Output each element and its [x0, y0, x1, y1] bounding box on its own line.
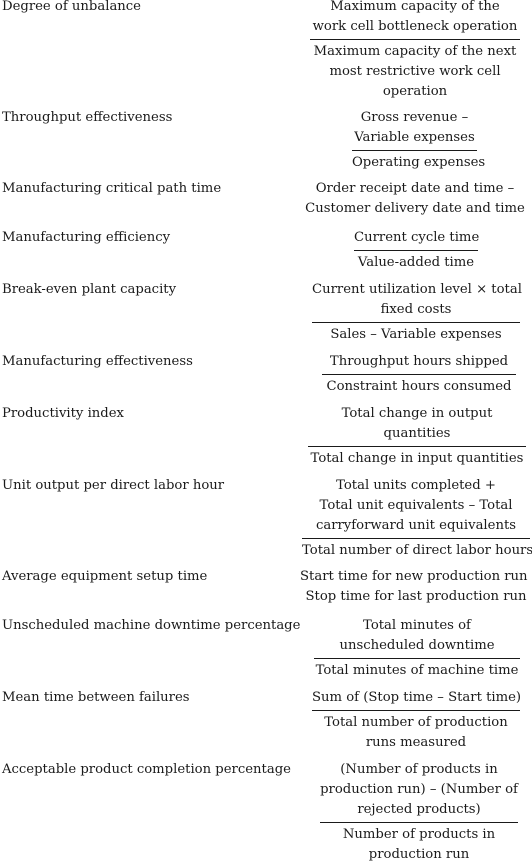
- formula-denominator: Operating expenses: [352, 150, 486, 173]
- metric-label: Manufacturing effectiveness: [2, 354, 193, 369]
- formula-text: Maximum capacity of the: [330, 0, 500, 14]
- formula-text: fixed costs: [380, 302, 452, 317]
- formula-text: quantities: [383, 426, 451, 441]
- formula-numerator: Total minutes of unscheduled downtime: [314, 616, 520, 658]
- metric-label: Unscheduled machine downtime percentage: [2, 618, 301, 633]
- formula-denominator: Number of products in production run: [320, 822, 518, 865]
- metric-label: Acceptable product completion percentage: [2, 762, 291, 777]
- formula-text: Total number of direct labor hours: [302, 543, 532, 558]
- formula-text: Total change in output: [341, 406, 493, 421]
- formula-numerator: Sum of (Stop time – Start time): [312, 688, 522, 710]
- formula-numerator: Total change in output quantities: [308, 404, 526, 446]
- formula-text: production run: [368, 847, 470, 862]
- formula-text: Current cycle time: [354, 230, 480, 245]
- formula-denominator: Sales – Variable expenses: [312, 322, 520, 345]
- formula-text: Start time for new production run –: [300, 569, 532, 584]
- formula-text: Value-added time: [357, 255, 475, 270]
- formula-denominator: Maximum capacity of the next most restri…: [310, 39, 520, 102]
- formula-numerator: Maximum capacity of the work cell bottle…: [310, 0, 520, 39]
- formula-text: production run) – (Number of: [320, 782, 518, 797]
- formula-text: Total minutes of machine time: [315, 663, 519, 678]
- formula-text: runs measured: [365, 735, 467, 750]
- metric-label: Throughput effectiveness: [2, 110, 173, 125]
- metric-label: Manufacturing efficiency: [2, 230, 171, 245]
- formula-text: most restrictive work cell: [329, 64, 501, 79]
- metric-formula: Total units completed + Total unit equiv…: [302, 476, 532, 561]
- metric-formula: (Number of products in production run) –…: [320, 760, 518, 865]
- metric-label: Productivity index: [2, 406, 124, 421]
- metric-formula: Gross revenue – Variable expenses Operat…: [352, 108, 486, 173]
- metric-formula: Sum of (Stop time – Start time) Total nu…: [312, 688, 522, 753]
- metric-label: Mean time between failures: [2, 690, 190, 705]
- metric-label: Degree of unbalance: [2, 0, 141, 14]
- formula-numerator: Current cycle time: [354, 228, 480, 250]
- formula-denominator: Total number of direct labor hours: [302, 538, 532, 561]
- formula-text: Stop time for last production run: [305, 589, 527, 604]
- formula-text: rejected products): [357, 802, 481, 817]
- formula-text: Current utilization level × total: [312, 282, 522, 297]
- metric-formula: Start time for new production run – Stop…: [300, 567, 532, 607]
- formula-text: Total unit equivalents – Total: [319, 498, 513, 513]
- formula-text: carryforward unit equivalents: [315, 518, 517, 533]
- formula-text: Customer delivery date and time: [305, 201, 525, 216]
- metric-formula: Total change in output quantities Total …: [308, 404, 526, 469]
- formula-denominator: Total number of production runs measured: [312, 710, 520, 753]
- formula-text: Gross revenue –: [360, 110, 469, 125]
- formula-denominator: Value-added time: [354, 250, 478, 273]
- formula-text: Throughput hours shipped: [329, 354, 509, 369]
- formula-numerator: Total units completed + Total unit equiv…: [302, 476, 530, 538]
- formula-denominator: Total minutes of machine time: [314, 658, 520, 681]
- formula-numerator: Throughput hours shipped: [322, 352, 516, 374]
- formula-text: Total units completed +: [336, 478, 496, 493]
- formula-text: Constraint hours consumed: [326, 379, 512, 394]
- formula-denominator: Constraint hours consumed: [322, 374, 516, 397]
- formula-text: Maximum capacity of the next: [313, 44, 517, 59]
- metric-formula: Throughput hours shipped Constraint hour…: [322, 352, 516, 397]
- formula-text: Total number of production: [324, 715, 508, 730]
- formula-text: Number of products in: [342, 827, 496, 842]
- metric-label: Manufacturing critical path time: [2, 181, 222, 196]
- formula-text: Total minutes of: [363, 618, 471, 633]
- formula-text: Order receipt date and time –: [315, 181, 515, 196]
- metric-formula: Current utilization level × total fixed …: [312, 280, 522, 345]
- metric-formula: Current cycle time Value-added time: [354, 228, 480, 273]
- formula-denominator: Total change in input quantities: [308, 446, 526, 469]
- formula-text: (Number of products in: [340, 762, 498, 777]
- formula-text: Total change in input quantities: [310, 451, 524, 466]
- formula-numerator: (Number of products in production run) –…: [320, 760, 518, 822]
- formula-numerator: Current utilization level × total fixed …: [312, 280, 522, 322]
- metric-formula: Maximum capacity of the work cell bottle…: [310, 0, 520, 102]
- formula-text: Sum of (Stop time – Start time): [312, 690, 522, 705]
- formula-text: Variable expenses: [354, 130, 475, 145]
- formula-text: work cell bottleneck operation: [312, 19, 518, 34]
- metric-label: Break-even plant capacity: [2, 282, 177, 297]
- formula-text: Sales – Variable expenses: [330, 327, 502, 342]
- formula-text: operation: [382, 84, 448, 99]
- metric-label: Unit output per direct labor hour: [2, 478, 225, 493]
- formula-text: unscheduled downtime: [339, 638, 495, 653]
- formula-text: Operating expenses: [352, 155, 486, 170]
- formula-numerator: Gross revenue – Variable expenses: [352, 108, 477, 150]
- metric-formula: Total minutes of unscheduled downtime To…: [314, 616, 520, 681]
- metric-label: Average equipment setup time: [2, 569, 208, 584]
- metric-formula: Order receipt date and time – Customer d…: [304, 179, 526, 219]
